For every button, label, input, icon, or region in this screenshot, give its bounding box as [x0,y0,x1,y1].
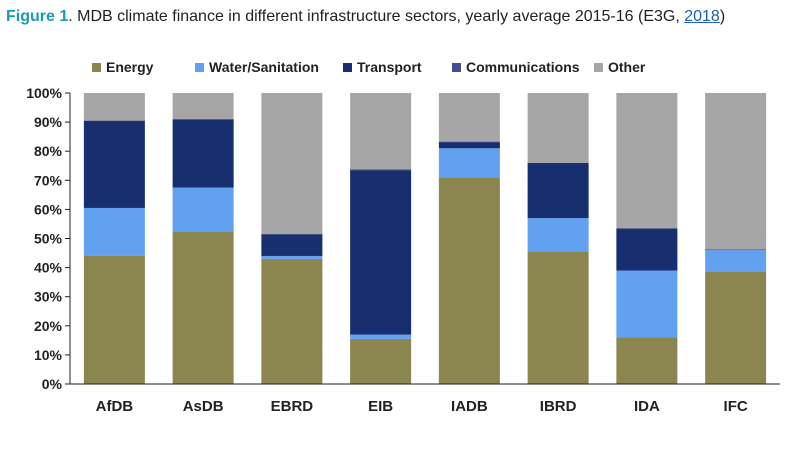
legend-swatch-other [594,63,603,72]
bar-segment-transport-ibrd [527,162,589,219]
bar-segment-communications-eib [350,169,412,171]
figure-label: Figure 1 [6,8,69,25]
y-tick-label: 0% [42,376,63,392]
bar-segment-transport-ida [616,228,678,271]
bar-segment-water-sanitation-ibrd [527,218,589,252]
bar-segment-transport-iadb [438,142,500,149]
bar-segment-water-sanitation-ebrd [261,255,323,259]
y-tick-label: 80% [34,143,63,159]
citation-link[interactable]: 2018 [684,8,720,25]
bar-segment-other-ifc [705,93,767,250]
x-tick-label-ibrd: IBRD [540,398,577,415]
legend-label-transport: Transport [357,59,422,75]
bar-segment-water-sanitation-asdb [172,187,234,232]
x-tick-label-asdb: AsDB [183,398,224,415]
x-tick-label-ebrd: EBRD [271,398,314,415]
legend-swatch-communications [452,63,461,72]
legend-label-water-sanitation: Water/Sanitation [209,59,319,75]
legend-label-communications: Communications [466,59,580,75]
y-tick-label: 40% [34,260,63,276]
bar-segment-water-sanitation-eib [350,334,412,339]
bar-segment-water-sanitation-afdb [83,207,145,256]
y-tick-label: 70% [34,172,63,188]
bar-segment-other-ebrd [261,93,323,235]
x-tick-label-iadb: IADB [451,398,488,415]
bar-segment-energy-ida [616,337,678,384]
bar-segment-water-sanitation-iadb [438,148,500,178]
bar-segment-water-sanitation-ifc [705,250,767,272]
bar-segment-energy-ifc [705,271,767,384]
bar-segment-energy-ebrd [261,258,323,384]
bar-segment-energy-eib [350,338,412,384]
bar-segment-transport-asdb [172,119,234,188]
figure-caption: Figure 1. MDB climate finance in differe… [6,8,796,26]
legend-label-energy: Energy [106,59,154,75]
x-tick-label-afdb: AfDB [96,398,134,415]
x-axis: AfDB AsDB EBRD EIB IADB IBRD IDA IFC [70,383,780,415]
caption-close: ) [719,8,726,25]
y-axis: 0% 10% 20% 30% 40% 50% 60% 70% 80% 90% 100% [26,85,71,392]
bar-segment-other-ibrd [527,93,589,163]
bar-segment-other-afdb [83,93,145,121]
bar-segment-energy-iadb [438,177,500,384]
bar-segment-transport-ebrd [261,234,323,256]
y-tick-label: 60% [34,201,63,217]
bar-segment-energy-afdb [83,255,145,384]
bar-segment-energy-asdb [172,231,234,384]
bar-segment-other-asdb [172,93,234,120]
legend-swatch-energy [92,63,101,72]
y-tick-label: 100% [26,85,62,101]
legend-swatch-water-sanitation [195,63,204,72]
legend-label-other: Other [608,59,646,75]
y-tick-label: 10% [34,347,63,363]
bar-segment-water-sanitation-ida [616,270,678,338]
bar-segment-transport-eib [350,170,412,335]
bar-segment-other-ida [616,93,678,229]
bars [83,93,767,384]
y-tick-label: 20% [34,318,63,334]
bar-segment-other-eib [350,93,412,170]
x-tick-label-ifc: IFC [724,398,748,415]
bar-segment-communications-ifc [705,249,767,251]
legend-swatch-transport [343,63,352,72]
x-tick-label-ida: IDA [634,398,660,415]
bar-segment-transport-afdb [83,120,145,208]
bar-segment-other-iadb [438,93,500,142]
y-tick-label: 50% [34,231,63,247]
caption-text: . MDB climate finance in different infra… [68,8,685,25]
stacked-bar-chart: Energy Water/Sanitation Transport Communica… [26,59,780,415]
bar-segment-energy-ibrd [527,251,589,384]
bar-segment-communications-iadb [438,141,500,143]
y-tick-label: 90% [34,114,63,130]
y-tick-label: 30% [34,289,63,305]
x-tick-label-eib: EIB [368,398,393,415]
legend: Energy Water/Sanitation Transport Communica… [92,59,646,75]
chart-container: Energy Water/Sanitation Transport Communica… [0,44,790,444]
